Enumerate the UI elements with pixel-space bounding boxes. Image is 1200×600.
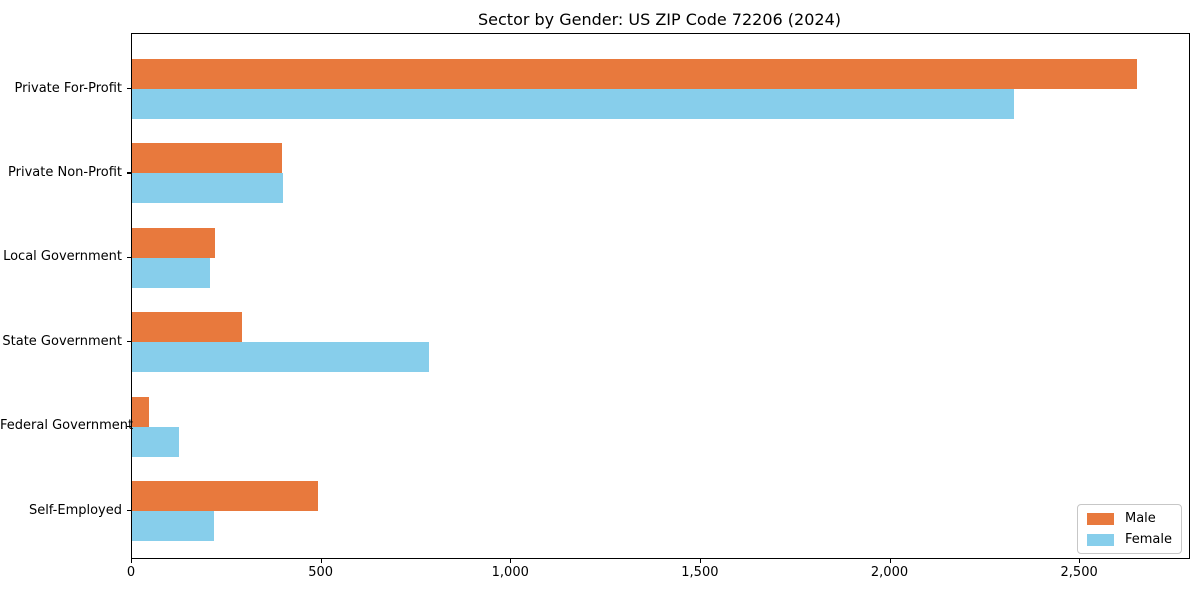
bar-male-0 — [132, 59, 1138, 89]
chart-title: Sector by Gender: US ZIP Code 72206 (202… — [478, 10, 841, 29]
y-tick-label: Private For-Profit — [14, 80, 122, 96]
bar-female-3 — [132, 342, 429, 373]
bar-female-1 — [132, 173, 283, 204]
y-tick-mark — [127, 341, 131, 343]
bar-male-4 — [132, 396, 150, 427]
plot-area: Male Female — [131, 33, 1190, 559]
bar-group — [132, 59, 1189, 119]
x-tick-label: 2,000 — [870, 565, 909, 580]
bar-group — [132, 481, 1189, 541]
bar-male-5 — [132, 481, 318, 511]
bar-male-3 — [132, 312, 242, 343]
x-tick-mark — [889, 559, 891, 563]
bar-group — [132, 143, 1189, 204]
x-tick-label: 2,500 — [1060, 565, 1098, 580]
y-tick-label: Federal Government — [0, 418, 134, 434]
legend-item-female: Female — [1086, 532, 1172, 547]
y-tick-mark — [127, 425, 131, 427]
bar-female-5 — [132, 511, 214, 541]
bar-female-4 — [132, 426, 180, 457]
y-tick-label: Self-Employed — [28, 502, 122, 518]
x-tick-label: 0 — [126, 565, 136, 580]
legend-swatch-male — [1086, 512, 1114, 525]
bar-female-2 — [132, 257, 210, 288]
legend-label: Male — [1124, 511, 1156, 526]
bar-male-1 — [132, 143, 282, 174]
x-tick-label: 1,500 — [681, 565, 719, 580]
y-tick-mark — [127, 510, 131, 512]
y-tick-mark — [127, 88, 131, 90]
legend: Male Female — [1076, 504, 1182, 554]
x-tick-mark — [131, 559, 133, 563]
y-tick-mark — [127, 256, 131, 258]
bar-male-2 — [132, 227, 215, 258]
x-tick-label: 1,000 — [491, 565, 529, 580]
x-tick-mark — [320, 559, 322, 563]
y-tick-label: State Government — [2, 333, 122, 349]
x-tick-mark — [510, 559, 512, 563]
y-tick-label: Local Government — [3, 249, 122, 265]
y-tick-mark — [127, 172, 131, 174]
x-tick-label: 500 — [308, 565, 334, 580]
bar-group — [132, 227, 1189, 288]
x-tick-mark — [699, 559, 702, 563]
y-tick-label: Private Non-Profit — [8, 164, 122, 180]
legend-item-male: Male — [1086, 511, 1172, 526]
bar-group — [132, 396, 1189, 457]
legend-label: Female — [1124, 532, 1172, 547]
x-tick-mark — [1079, 559, 1081, 563]
legend-swatch-female — [1086, 533, 1114, 546]
bar-group — [132, 312, 1189, 373]
bar-female-0 — [132, 89, 1014, 119]
